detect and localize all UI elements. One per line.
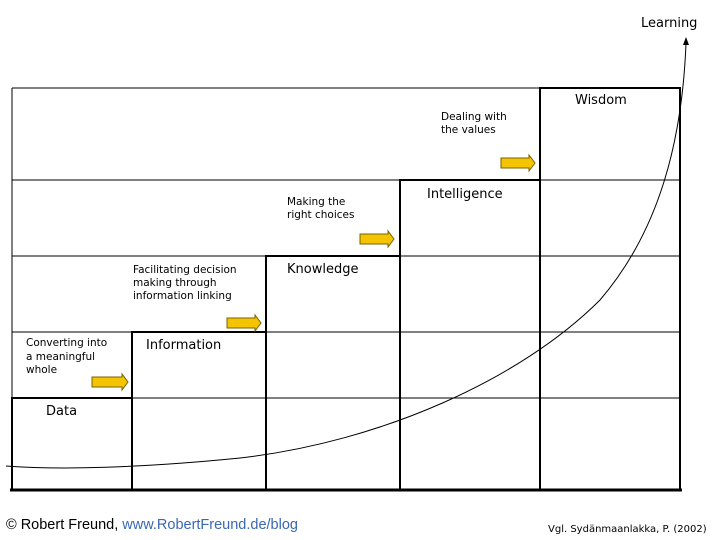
learning-axis-label: Learning: [641, 16, 697, 31]
copyright-footer: © Robert Freund, www.RobertFreund.de/blo…: [6, 517, 298, 533]
blog-link[interactable]: www.RobertFreund.de/blog: [122, 517, 298, 533]
stage-name-information: Information: [146, 338, 221, 353]
stage-name-data: Data: [46, 404, 77, 419]
learning-curve: [5, 43, 687, 469]
description-line: Making the: [287, 196, 345, 208]
staircase: [11, 87, 681, 491]
learning-curve-arrowhead: [683, 37, 689, 45]
description-data: Converting into a meaningful whole: [26, 337, 107, 376]
description-line: whole: [26, 364, 57, 376]
arrow-icon: [359, 229, 395, 249]
step-arrows: [91, 153, 536, 392]
description-knowledge: Making the right choices: [287, 196, 354, 221]
arrow-icon: [500, 153, 536, 173]
stage-name-intelligence: Intelligence: [427, 187, 503, 202]
description-line: information linking: [133, 290, 232, 302]
description-information: Facilitating decision making through inf…: [133, 264, 237, 302]
stage-name-knowledge: Knowledge: [287, 262, 358, 277]
step-information-box: [131, 331, 267, 490]
description-line: the values: [441, 124, 496, 136]
step-intelligence-box: [399, 179, 541, 490]
step-wisdom-box: [539, 87, 681, 490]
description-line: Dealing with: [441, 111, 507, 123]
description-line: making through: [133, 277, 217, 289]
description-line: right choices: [287, 209, 354, 221]
copyright-text: © Robert Freund,: [6, 517, 123, 533]
grid-lines: [11, 87, 681, 490]
description-line: a meaningful: [26, 351, 95, 363]
description-line: Converting into: [26, 337, 107, 349]
stage-name-wisdom: Wisdom: [575, 93, 627, 108]
citation-footer: Vgl. Sydänmaanlakka, P. (2002): [548, 524, 707, 535]
arrow-icon: [226, 313, 262, 333]
description-wisdom: Dealing with the values: [441, 111, 507, 136]
step-knowledge-box: [265, 255, 401, 490]
description-line: Facilitating decision: [133, 264, 237, 276]
arrow-icon: [91, 372, 129, 392]
